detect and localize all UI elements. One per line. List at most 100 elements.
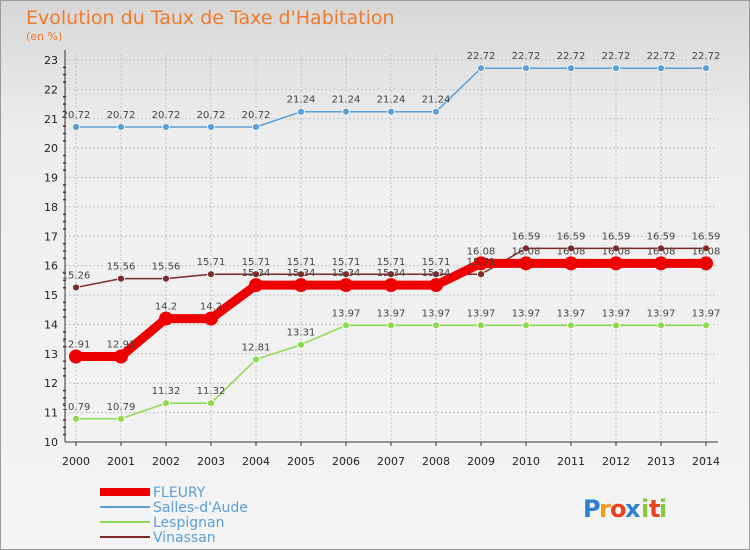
data-label-fleury: 16.08	[467, 246, 496, 257]
grid	[65, 54, 718, 442]
data-label-lespignan: 10.79	[62, 402, 91, 413]
data-label-salles-d-aude: 22.72	[467, 51, 496, 62]
x-tick-label: 2000	[62, 455, 90, 468]
y-tick-label: 10	[44, 436, 58, 449]
chart-title: Evolution du Taux de Taxe d'Habitation	[26, 7, 395, 29]
data-point-fleury	[159, 311, 173, 326]
data-point-vinassan	[207, 270, 215, 279]
data-point-salles-d-aude	[252, 123, 260, 131]
x-tick-label: 2003	[197, 455, 225, 468]
logo-letter: r	[599, 495, 611, 523]
x-tick-label: 2013	[647, 455, 675, 468]
data-label-fleury: 16.08	[647, 246, 676, 257]
y-tick-label: 20	[44, 142, 58, 155]
data-point-lespignan	[702, 321, 710, 330]
y-tick-label: 15	[44, 289, 58, 302]
y-tick-label: 18	[44, 201, 58, 214]
data-point-salles-d-aude	[162, 123, 170, 131]
data-label-fleury: 15.34	[377, 268, 406, 279]
data-point-fleury	[474, 256, 488, 271]
data-label-lespignan: 11.32	[152, 386, 181, 397]
data-point-vinassan	[342, 270, 350, 279]
data-label-lespignan: 13.97	[332, 308, 361, 319]
data-point-fleury	[249, 278, 263, 293]
data-label-vinassan: 15.71	[377, 257, 406, 268]
data-label-fleury: 15.34	[287, 268, 316, 279]
data-label-fleury: 15.34	[422, 268, 451, 279]
data-label-lespignan: 13.97	[377, 308, 406, 319]
data-label-fleury: 14.2	[155, 302, 177, 313]
data-point-salles-d-aude	[477, 64, 485, 73]
data-point-lespignan	[522, 321, 530, 330]
y-tick-label: 14	[44, 318, 58, 331]
data-point-fleury	[429, 278, 443, 293]
data-point-fleury	[294, 278, 308, 293]
y-tick-label: 17	[44, 230, 58, 243]
logo-letter: o	[610, 495, 627, 523]
y-tick-label: 12	[44, 377, 58, 390]
proxiti-logo: Pr ox i ti	[583, 495, 667, 523]
data-point-vinassan	[612, 244, 620, 253]
data-label-lespignan: 13.97	[602, 308, 631, 319]
y-tick-label: 11	[44, 407, 58, 420]
data-point-vinassan	[657, 244, 665, 253]
data-label-fleury: 16.08	[557, 246, 586, 257]
x-tick-label: 2005	[287, 455, 315, 468]
data-point-fleury	[69, 349, 83, 364]
data-label-lespignan: 13.31	[287, 328, 316, 339]
data-point-lespignan	[342, 321, 350, 330]
data-point-lespignan	[252, 355, 260, 364]
data-label-lespignan: 12.81	[242, 342, 271, 353]
data-point-lespignan	[477, 321, 485, 330]
data-label-fleury: 14.2	[200, 302, 222, 313]
data-label-vinassan: 16.59	[692, 231, 721, 242]
data-point-fleury	[339, 278, 353, 293]
data-point-fleury	[384, 278, 398, 293]
data-labels: 20.72 20.72 20.72 20.72 20.72 21.24 21.24 21.24…	[62, 51, 721, 413]
data-point-salles-d-aude	[567, 64, 575, 73]
data-point-salles-d-aude	[657, 64, 665, 73]
data-label-fleury: 16.08	[692, 246, 721, 257]
x-tick-label: 2014	[692, 455, 720, 468]
data-label-fleury: 12.91	[107, 339, 136, 350]
data-point-lespignan	[297, 340, 305, 349]
data-label-vinassan: 15.71	[422, 257, 451, 268]
data-label-salles-d-aude: 21.24	[332, 95, 361, 106]
data-point-salles-d-aude	[702, 64, 710, 73]
data-label-fleury: 16.08	[512, 246, 541, 257]
data-point-salles-d-aude	[72, 123, 80, 131]
logo-letter: x	[625, 495, 641, 523]
y-tick-label: 19	[44, 172, 58, 185]
data-point-salles-d-aude	[522, 64, 530, 73]
data-point-vinassan	[522, 244, 530, 253]
data-point-lespignan	[117, 414, 125, 423]
data-label-salles-d-aude: 20.72	[242, 110, 271, 121]
chart-subtitle: (en %)	[26, 30, 62, 43]
data-point-salles-d-aude	[117, 123, 125, 131]
data-label-lespignan: 13.97	[692, 308, 721, 319]
data-label-vinassan: 15.71	[197, 257, 226, 268]
data-point-salles-d-aude	[387, 107, 395, 116]
logo-letter: t	[649, 495, 660, 523]
data-point-vinassan	[162, 274, 170, 283]
series-group	[69, 64, 713, 423]
data-point-vinassan	[432, 270, 440, 279]
data-label-vinassan: 15.71	[467, 257, 496, 268]
data-point-fleury	[204, 311, 218, 326]
data-label-vinassan: 16.59	[647, 231, 676, 242]
y-tick-label: 16	[44, 260, 58, 273]
legend-label-lespignan: Lespignan	[153, 515, 224, 531]
data-label-fleury: 12.91	[62, 339, 91, 350]
data-point-fleury	[654, 256, 668, 271]
data-label-salles-d-aude: 22.72	[512, 51, 541, 62]
data-label-vinassan: 15.56	[152, 262, 181, 273]
y-tick-label: 23	[44, 54, 58, 67]
data-point-vinassan	[567, 244, 575, 253]
x-tick-label: 2012	[602, 455, 630, 468]
data-label-lespignan: 13.97	[512, 308, 541, 319]
data-point-vinassan	[387, 270, 395, 279]
data-point-vinassan	[477, 270, 485, 279]
data-point-lespignan	[72, 414, 80, 423]
